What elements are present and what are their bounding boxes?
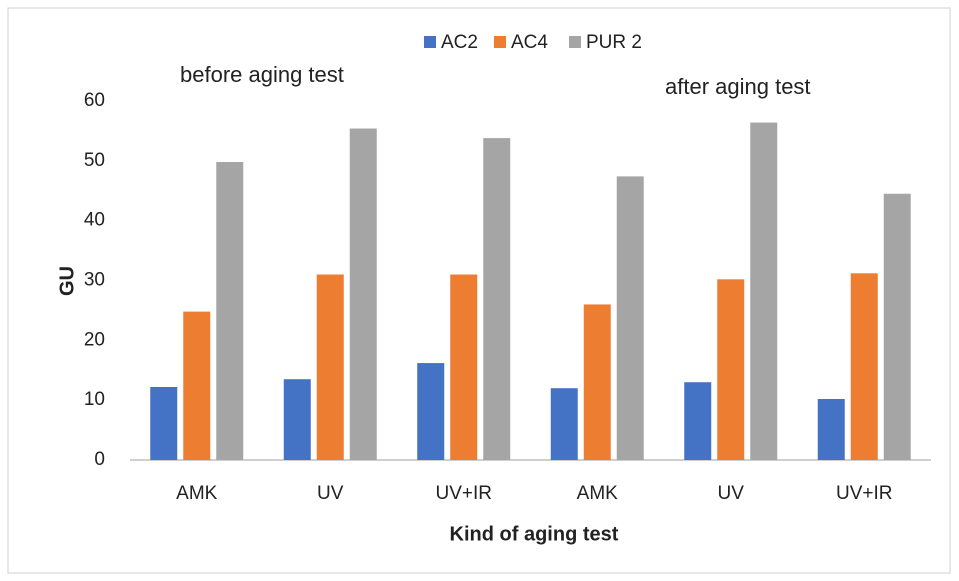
bar	[450, 274, 478, 460]
bar	[216, 162, 244, 460]
y-tick-label: 0	[94, 449, 105, 470]
annotation: before aging test	[180, 62, 344, 87]
y-tick-label: 10	[84, 389, 105, 410]
bar	[183, 311, 211, 460]
legend-swatch	[569, 36, 581, 48]
x-tick-label: AMK	[176, 483, 218, 504]
bar	[316, 274, 344, 460]
y-tick-label: 60	[84, 90, 105, 111]
x-tick-label: AMK	[577, 483, 619, 504]
legend-label: PUR 2	[586, 32, 642, 53]
legend-label: AC2	[441, 32, 478, 53]
bar	[583, 304, 611, 460]
bar	[750, 122, 778, 460]
y-tick-label: 20	[84, 329, 105, 350]
bar	[550, 388, 578, 460]
x-axis-title: Kind of aging test	[450, 523, 619, 545]
bar	[883, 193, 911, 460]
bar	[483, 138, 511, 460]
chart-frame	[7, 7, 951, 574]
x-tick-label: UV+IR	[836, 483, 893, 504]
x-tick-label: UV+IR	[436, 483, 493, 504]
y-tick-label: 30	[84, 270, 105, 291]
bar	[850, 273, 878, 460]
x-tick-label: UV	[718, 483, 745, 504]
bar	[417, 363, 445, 460]
legend-swatch	[424, 36, 436, 48]
x-tick-label: UV	[317, 483, 344, 504]
bar	[349, 128, 377, 461]
y-tick-label: 40	[84, 210, 105, 231]
legend-label: AC4	[511, 32, 548, 53]
bar	[717, 279, 745, 460]
bar	[150, 387, 178, 460]
bar	[684, 382, 712, 460]
bar	[616, 176, 644, 460]
y-tick-label: 50	[84, 150, 105, 171]
bar	[283, 379, 311, 460]
y-axis-title: GU	[56, 266, 78, 296]
legend-swatch	[494, 36, 506, 48]
annotation: after aging test	[665, 74, 811, 99]
bar	[817, 398, 845, 460]
